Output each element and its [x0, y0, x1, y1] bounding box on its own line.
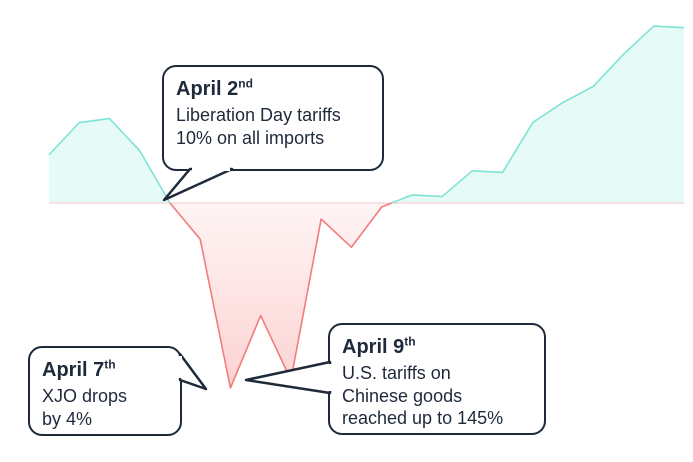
- annotation-line: Chinese goods: [342, 385, 463, 406]
- annotation-line: by 4%: [42, 408, 93, 429]
- annotation-line: XJO drops: [42, 386, 128, 406]
- positive-area: [391, 26, 684, 203]
- positive-series-line: [48, 117, 171, 204]
- annotation-line: U.S. tariffs on: [342, 363, 451, 383]
- annotation-date: April 2nd: [176, 76, 253, 100]
- tail-april-2: [162, 167, 234, 202]
- tail-april-7: [178, 352, 208, 391]
- negative-area: [169, 202, 392, 388]
- annotation-line: 10% on all imports: [176, 127, 325, 148]
- annotation-date: April 9th: [342, 334, 416, 358]
- annotation-april-2: April 2nd Liberation Day tariffs 10% on …: [162, 65, 384, 171]
- annotation-line: reached up to 145%: [342, 408, 504, 428]
- positive-series-line: [391, 25, 685, 204]
- annotation-april-9: April 9th U.S. tariffs on Chinese goods …: [328, 323, 546, 435]
- tail-april-9: [244, 360, 332, 395]
- annotation-line: Liberation Day tariffs: [176, 105, 341, 125]
- positive-area: [49, 118, 170, 203]
- annotation-date: April 7th: [42, 357, 116, 381]
- annotation-april-7: April 7th XJO drops by 4%: [28, 346, 182, 436]
